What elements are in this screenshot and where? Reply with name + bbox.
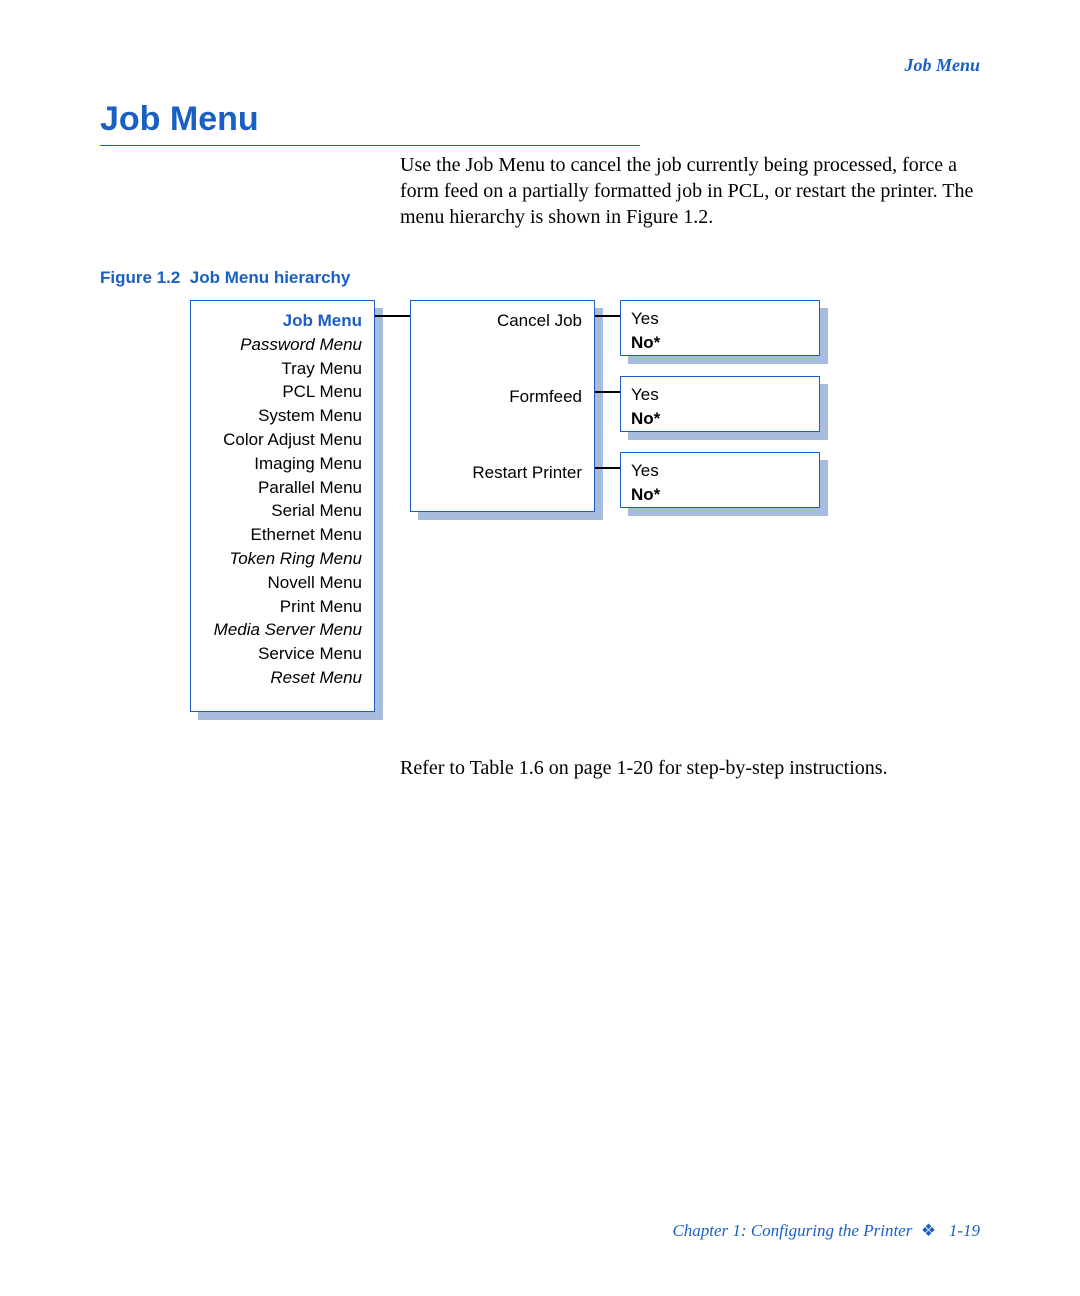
submenu-box: Cancel Job Formfeed Restart Printer	[410, 300, 595, 512]
figure-caption: Figure 1.2 Job Menu hierarchy	[100, 268, 350, 288]
page-footer: Chapter 1: Configuring the Printer ❖ 1-1…	[672, 1221, 980, 1241]
menu-item: System Menu	[203, 404, 362, 428]
menu-item: PCL Menu	[203, 380, 362, 404]
hierarchy-diagram: Job Menu Password Menu Tray Menu PCL Men…	[180, 300, 840, 730]
menu-item: Imaging Menu	[203, 452, 362, 476]
menu-item: Ethernet Menu	[203, 523, 362, 547]
option-no-default: No*	[631, 483, 809, 507]
options-box: Yes No*	[620, 300, 820, 356]
menu-item: Media Server Menu	[203, 618, 362, 642]
spacer	[423, 333, 582, 385]
spacer	[423, 409, 582, 461]
option-no-default: No*	[631, 407, 809, 431]
figure-label: Figure 1.2	[100, 268, 180, 287]
option-yes: Yes	[631, 459, 809, 483]
option-yes: Yes	[631, 307, 809, 331]
submenu-item: Cancel Job	[423, 309, 582, 333]
options-box: Yes No*	[620, 376, 820, 432]
submenu-item: Formfeed	[423, 385, 582, 409]
menu-item: Parallel Menu	[203, 476, 362, 500]
option-yes: Yes	[631, 383, 809, 407]
option-no-default: No*	[631, 331, 809, 355]
figure-caption-text: Job Menu hierarchy	[190, 268, 351, 287]
menu-list-box: Job Menu Password Menu Tray Menu PCL Men…	[190, 300, 375, 712]
reference-paragraph: Refer to Table 1.6 on page 1-20 for step…	[400, 755, 980, 781]
footer-bullet-icon: ❖	[921, 1221, 936, 1240]
menu-item: Color Adjust Menu	[203, 428, 362, 452]
footer-page-number: 1-19	[949, 1221, 980, 1240]
connector-line	[595, 391, 620, 393]
intro-paragraph: Use the Job Menu to cancel the job curre…	[400, 152, 980, 230]
menu-item: Job Menu	[203, 309, 362, 333]
menu-item: Reset Menu	[203, 666, 362, 690]
footer-chapter: Chapter 1: Configuring the Printer	[672, 1221, 912, 1240]
running-head: Job Menu	[904, 55, 980, 76]
menu-item: Password Menu	[203, 333, 362, 357]
connector-line	[595, 315, 620, 317]
menu-item: Service Menu	[203, 642, 362, 666]
menu-item: Token Ring Menu	[203, 547, 362, 571]
menu-item: Serial Menu	[203, 499, 362, 523]
connector-line	[595, 467, 620, 469]
menu-item: Print Menu	[203, 595, 362, 619]
options-box: Yes No*	[620, 452, 820, 508]
menu-item: Novell Menu	[203, 571, 362, 595]
connector-line	[375, 315, 410, 317]
page-title: Job Menu	[100, 100, 640, 146]
submenu-item: Restart Printer	[423, 461, 582, 485]
menu-item: Tray Menu	[203, 357, 362, 381]
